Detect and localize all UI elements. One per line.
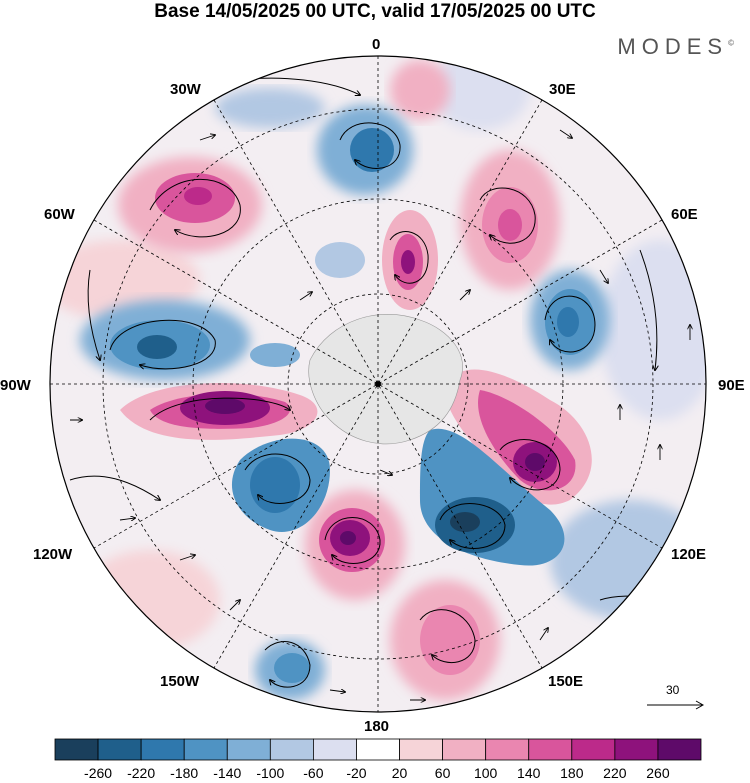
colorbar-tick-label: 260 (646, 765, 670, 781)
colorbar-swatch (399, 738, 443, 761)
colorbar-tick-label: 140 (517, 765, 541, 781)
lon-label-60e: 60E (671, 206, 698, 223)
colorbar-tick-label: -220 (127, 765, 156, 781)
lon-label-30w: 30W (170, 81, 201, 98)
colorbar-swatch (97, 738, 142, 761)
colorbar-swatch (312, 738, 357, 761)
colorbar-swatch (356, 738, 400, 761)
colorbar-tick-label: 220 (603, 765, 627, 781)
colorbar-tick-label: 20 (391, 765, 408, 781)
negative-anomaly-15w (317, 105, 413, 195)
chart-title: Base 14/05/2025 00 UTC, valid 17/05/2025… (154, 1, 596, 22)
polar-map (49, 55, 707, 713)
colorbar-swatch (183, 738, 228, 761)
colorbar-swatch (528, 738, 573, 761)
colorbar-swatch (485, 738, 530, 761)
positive-anomaly-100e (446, 369, 592, 505)
lon-label-90e: 90E (718, 377, 745, 394)
lon-label-60w: 60W (44, 206, 75, 223)
reference-vector-arrow (647, 700, 705, 710)
colorbar-swatch (442, 738, 487, 761)
colorbar-tick-label: -260 (84, 765, 113, 781)
colorbar-swatch (657, 738, 702, 761)
colorbar-tick-label: 60 (434, 765, 451, 781)
lon-label-150w: 150W (160, 673, 200, 690)
colorbar-tick-label: -60 (303, 765, 324, 781)
negative-anomaly-60e (530, 270, 610, 370)
brand-logo: MODES© (617, 34, 734, 59)
map-disk (50, 56, 706, 712)
positive-anomaly-30e (460, 150, 560, 290)
colorbar-tick-label: -100 (256, 765, 285, 781)
colorbar-swatch (226, 738, 271, 761)
lon-label-120e: 120E (671, 546, 707, 563)
colorbar (54, 738, 702, 761)
colorbar-swatch (269, 738, 314, 761)
negative-anomaly-70w (80, 300, 300, 380)
positive-anomaly-160e (390, 580, 500, 700)
map-border (49, 55, 707, 713)
colorbar-swatch (140, 738, 185, 761)
lon-label-120w: 120W (33, 546, 73, 563)
lon-label-150e: 150E (548, 673, 584, 690)
lon-label-30e: 30E (549, 81, 576, 98)
wind-vectors (70, 129, 690, 700)
lon-label-180: 180 (364, 718, 390, 735)
negative-anomaly-40w (215, 88, 365, 278)
colorbar-swatch (614, 738, 659, 761)
colorbar-tick-label: 100 (473, 765, 498, 781)
wind-streamlines (69, 77, 700, 688)
colorbar-tick-label: -140 (213, 765, 242, 781)
lon-label-90w: 90W (0, 377, 31, 394)
south-pole-marker (375, 381, 381, 387)
graticule (50, 56, 706, 712)
colorbar-swatch (54, 738, 99, 761)
colorbar-tick-label: -180 (170, 765, 199, 781)
antarctica-landmass (308, 313, 463, 445)
positive-anomaly-0 (382, 60, 450, 310)
colorbar-tick-label: 180 (560, 765, 584, 781)
lon-label-0: 0 (372, 36, 381, 53)
colorbar-swatch (571, 738, 616, 761)
colorbar-tick-label: -20 (346, 765, 367, 781)
reference-vector-label: 30 (666, 683, 680, 697)
